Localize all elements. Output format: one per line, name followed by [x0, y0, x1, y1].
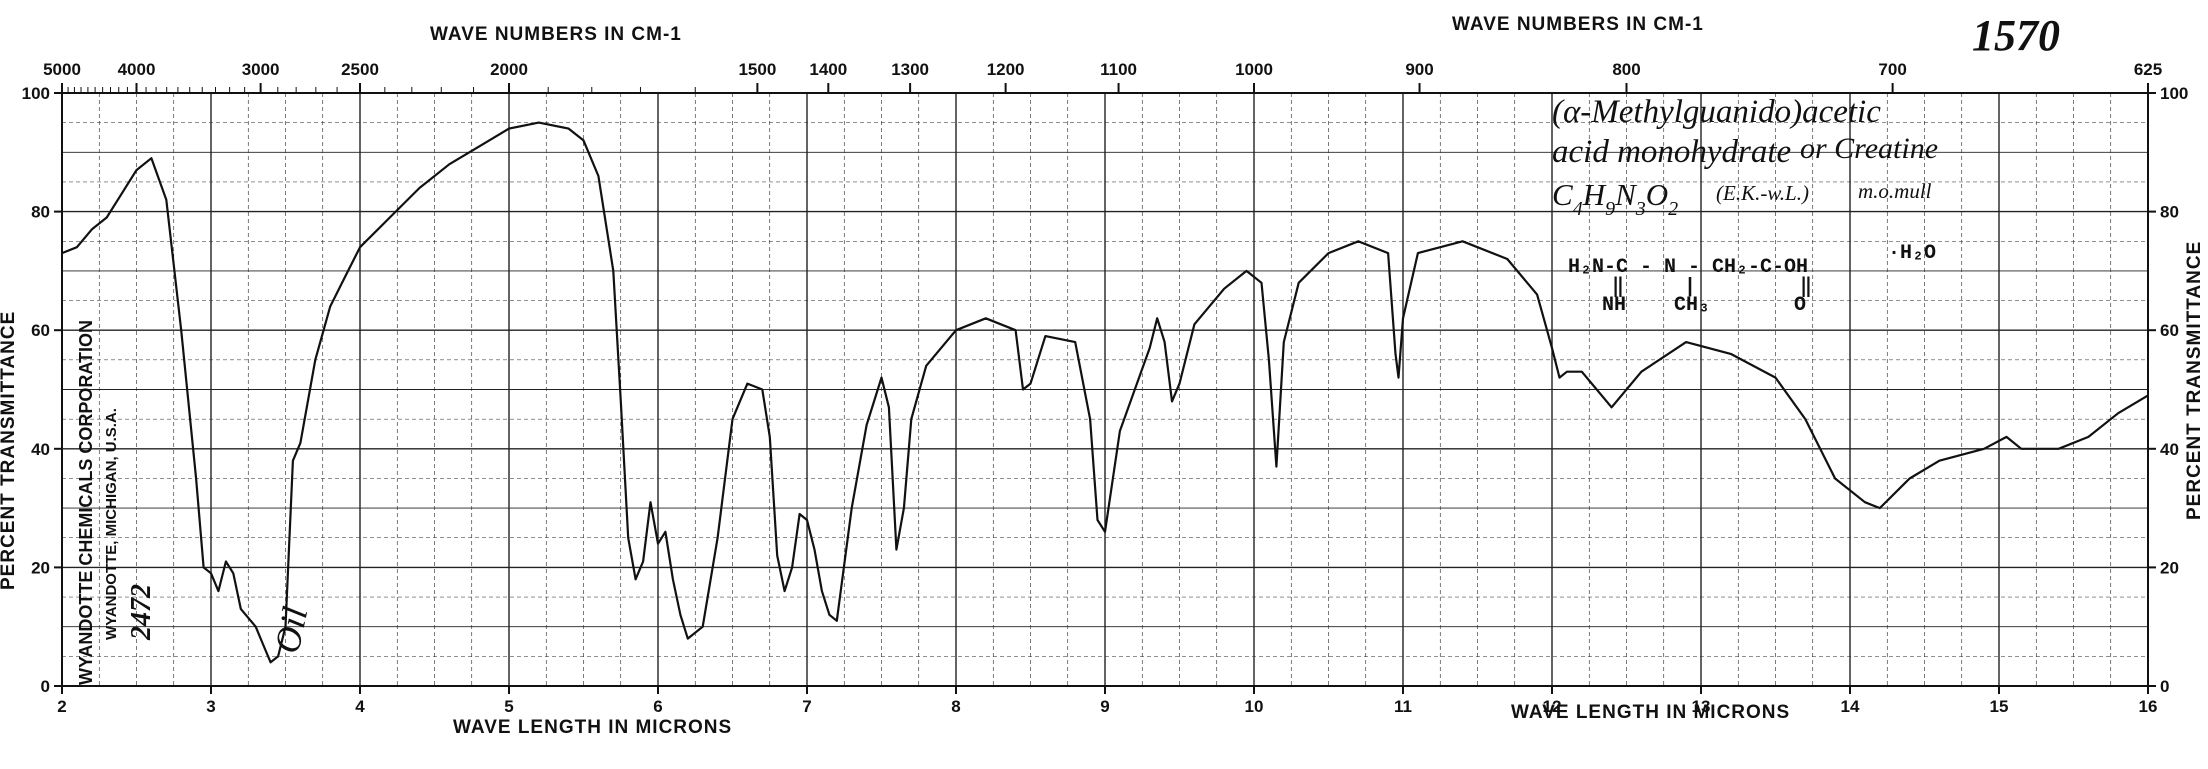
structure-bottom-right: O [1794, 294, 1806, 317]
right-tick-label: 60 [2160, 321, 2179, 340]
bottom-tick-label: 13 [1692, 697, 1711, 716]
left-tick-label: 0 [41, 677, 50, 696]
bottom-tick-label: 11 [1394, 697, 1412, 716]
top-axis-title-left: WAVE NUMBERS IN CM-1 [430, 24, 682, 45]
right-tick-label: 80 [2160, 203, 2179, 222]
top-tick-label: 1300 [891, 60, 929, 79]
bottom-tick-label: 12 [1543, 697, 1562, 716]
bottom-tick-label: 5 [504, 697, 513, 716]
bottom-tick-label: 3 [206, 697, 215, 716]
formula-c-sub: 4 [1573, 198, 1583, 220]
structure-water: ·H₂O [1888, 242, 1936, 265]
left-tick-label: 20 [31, 558, 50, 577]
bottom-tick-label: 15 [1990, 697, 2009, 716]
structure-top: H₂N-C - N - CH₂-C-OH [1568, 256, 1808, 279]
bottom-tick-label: 4 [355, 697, 365, 716]
right-tick-label: 0 [2160, 677, 2169, 696]
right-tick-label: 40 [2160, 440, 2179, 459]
company-stamp: WYANDOTTE CHEMICALS CORPORATION WYANDOTT… [76, 320, 157, 685]
top-tick-label: 625 [2134, 60, 2162, 79]
formula-o: O [1646, 177, 1668, 212]
bottom-tick-label: 8 [951, 697, 960, 716]
structure-double-bond-left: ‖ [1612, 276, 1624, 299]
top-tick-label: 1500 [738, 60, 776, 79]
bottom-tick-label: 6 [653, 697, 662, 716]
top-tick-label: 700 [1878, 60, 1906, 79]
top-tick-label: 2500 [341, 60, 379, 79]
bottom-tick-label: 7 [802, 697, 811, 716]
bottom-axis-ticks: 2 3 4 5 6 7 8 9 10 11 12 13 14 15 16 [57, 686, 2157, 716]
structure-bottom-n: CH₃ [1674, 294, 1710, 317]
bottom-tick-label: 10 [1245, 697, 1264, 716]
right-tick-label: 20 [2160, 558, 2179, 577]
left-axis-ticks: 0 20 40 60 80 100 [22, 84, 62, 696]
top-tick-label: 2000 [490, 60, 528, 79]
left-tick-label: 100 [22, 84, 50, 103]
company-name: WYANDOTTE CHEMICALS CORPORATION [76, 320, 96, 685]
top-tick-label: 3000 [242, 60, 280, 79]
molecular-formula: C4H9N3O2 [1552, 177, 1678, 220]
formula-method: m.o.mull [1858, 179, 1932, 203]
svg-text:C4H9N3O2: C4H9N3O2 [1552, 177, 1678, 220]
top-tick-label: 1400 [809, 60, 847, 79]
spectrum-series-line [61, 121, 2149, 664]
bottom-tick-label: 9 [1100, 697, 1109, 716]
structure-bottom-left: NH [1602, 294, 1626, 317]
structure-bond-n: | [1684, 276, 1696, 299]
compound-name-line1: (α-Methylguanido)acetic [1552, 94, 1881, 130]
bottom-axis-title-right: WAVE LENGTH IN MICRONS [1511, 702, 1790, 723]
right-axis-ticks: 0 20 40 60 80 100 [2148, 84, 2188, 696]
top-tick-label: 5000 [43, 60, 81, 79]
formula-h: H [1582, 177, 1607, 212]
top-tick-label: 4000 [118, 60, 156, 79]
left-tick-label: 60 [31, 321, 50, 340]
oil-label: Oil [267, 603, 316, 656]
top-tick-label: 900 [1405, 60, 1433, 79]
structure-double-bond-right: ‖ [1800, 276, 1812, 299]
bottom-axis-title-left: WAVE LENGTH IN MICRONS [453, 717, 732, 738]
right-axis-title: PERCENT TRANSMITTANCE [2184, 241, 2205, 520]
left-tick-label: 40 [31, 440, 50, 459]
formula-c: C [1552, 177, 1573, 212]
top-tick-label: 800 [1612, 60, 1640, 79]
top-axis-ticks: 5000 4000 3000 2500 2000 1500 1400 1300 1200 1100… [43, 60, 2162, 93]
compound-alt-name: or Creatine [1800, 132, 1938, 165]
bottom-tick-label: 2 [57, 697, 66, 716]
formula-h-sub: 9 [1605, 198, 1615, 220]
formula-o-sub: 2 [1668, 198, 1678, 220]
top-tick-label: 1000 [1235, 60, 1273, 79]
formula-n: N [1614, 177, 1638, 212]
top-axis-title-right: WAVE NUMBERS IN CM-1 [1452, 14, 1704, 35]
left-tick-label: 80 [31, 203, 50, 222]
corner-number: 1570 [1972, 11, 2060, 60]
compound-name-line2: acid monohydrate [1552, 134, 1791, 170]
top-tick-label: 1100 [1100, 60, 1137, 79]
formula-n-sub: 3 [1635, 198, 1646, 220]
top-tick-label: 1200 [987, 60, 1025, 79]
right-tick-label: 100 [2160, 84, 2188, 103]
bottom-tick-label: 16 [2139, 697, 2158, 716]
bottom-tick-label: 14 [1841, 697, 1860, 716]
company-place: WYANDOTTE, MICHIGAN, U.S.A. [103, 408, 120, 640]
left-axis-title: PERCENT TRANSMITTANCE [0, 311, 19, 590]
sample-number: 2472 [126, 584, 157, 641]
formula-source: (E.K.-w.L.) [1716, 181, 1809, 205]
